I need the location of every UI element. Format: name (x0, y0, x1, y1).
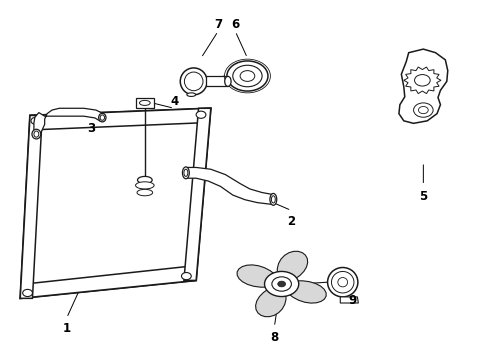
Polygon shape (32, 108, 103, 135)
Polygon shape (20, 108, 211, 298)
Text: 8: 8 (270, 331, 278, 344)
Ellipse shape (270, 193, 277, 205)
Circle shape (23, 289, 32, 297)
Polygon shape (184, 108, 211, 280)
Polygon shape (186, 167, 272, 204)
Circle shape (227, 61, 268, 91)
Circle shape (265, 271, 299, 297)
Circle shape (278, 281, 286, 287)
Ellipse shape (98, 113, 106, 122)
Polygon shape (287, 281, 326, 303)
Text: 6: 6 (231, 18, 239, 31)
Ellipse shape (225, 76, 231, 86)
Bar (136, 98, 154, 108)
Circle shape (181, 273, 191, 280)
Text: 4: 4 (170, 95, 178, 108)
Text: 7: 7 (214, 18, 222, 31)
Ellipse shape (328, 267, 358, 297)
Ellipse shape (182, 167, 189, 179)
Circle shape (31, 117, 41, 125)
Polygon shape (340, 297, 358, 303)
Ellipse shape (32, 129, 41, 139)
Polygon shape (277, 251, 308, 280)
Polygon shape (30, 108, 211, 130)
Circle shape (415, 75, 430, 86)
Ellipse shape (187, 93, 196, 96)
Circle shape (196, 111, 206, 118)
Ellipse shape (180, 68, 207, 95)
Circle shape (414, 103, 433, 117)
Text: 9: 9 (348, 294, 357, 307)
Ellipse shape (137, 189, 153, 196)
Polygon shape (20, 266, 196, 298)
Text: 3: 3 (87, 122, 95, 135)
Text: 2: 2 (287, 215, 295, 228)
Polygon shape (20, 116, 42, 298)
Polygon shape (206, 76, 228, 86)
Polygon shape (399, 49, 448, 123)
Polygon shape (237, 265, 276, 287)
Ellipse shape (140, 100, 150, 105)
Ellipse shape (138, 176, 152, 184)
Text: 1: 1 (63, 322, 71, 335)
Polygon shape (404, 67, 441, 94)
Polygon shape (256, 288, 286, 317)
Ellipse shape (136, 182, 154, 189)
Text: 5: 5 (419, 190, 427, 203)
